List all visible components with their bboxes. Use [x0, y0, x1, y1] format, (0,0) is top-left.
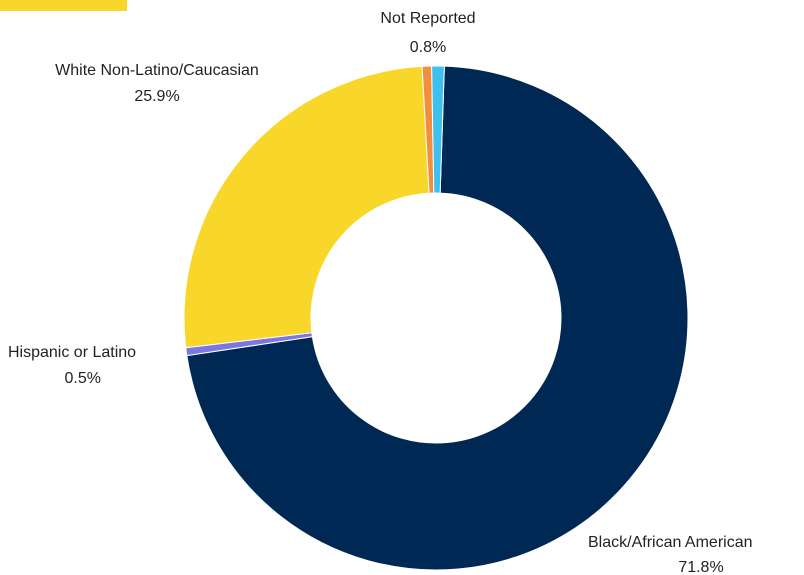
slice-label-black: Black/African American	[588, 534, 753, 551]
slice-label-white: White Non-Latino/Caucasian	[55, 62, 259, 79]
slice-not-reported	[431, 65, 445, 194]
slice-pct-not-reported: 0.8%	[410, 39, 446, 56]
slice-black-african-american	[186, 65, 689, 571]
legend-swatch	[0, 0, 127, 11]
slice-pct-black: 71.8%	[678, 559, 723, 575]
slice-pct-white: 25.9%	[134, 88, 179, 105]
slice-label-hispanic: Hispanic or Latino	[8, 344, 136, 361]
slice-label-not-reported: Not Reported	[380, 10, 475, 27]
slice-pct-hispanic: 0.5%	[65, 370, 101, 387]
slice-white-non-latino-caucasian	[183, 65, 430, 349]
